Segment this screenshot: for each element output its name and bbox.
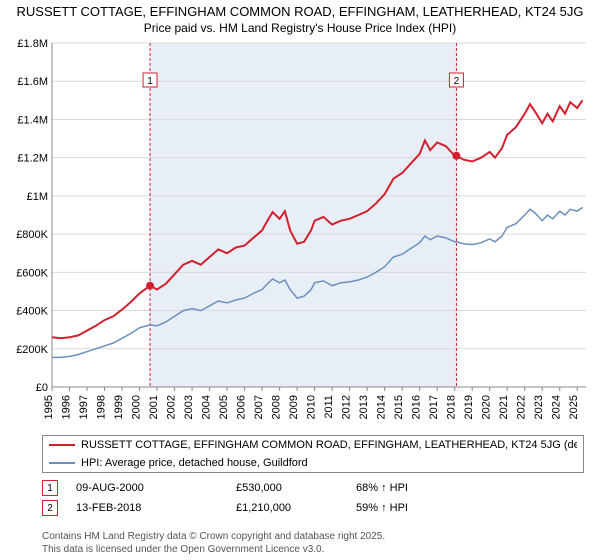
svg-text:1997: 1997 <box>78 395 90 419</box>
svg-text:£1.2M: £1.2M <box>17 153 48 165</box>
svg-text:£1.6M: £1.6M <box>17 76 48 88</box>
svg-text:2018: 2018 <box>446 395 458 419</box>
marker-price: £530,000 <box>236 482 356 494</box>
svg-text:2013: 2013 <box>358 395 370 419</box>
chart-title: RUSSETT COTTAGE, EFFINGHAM COMMON ROAD, … <box>0 0 600 21</box>
svg-text:2011: 2011 <box>323 395 335 419</box>
svg-text:2005: 2005 <box>218 395 230 419</box>
svg-text:2022: 2022 <box>516 395 528 419</box>
svg-text:£800K: £800K <box>16 229 48 241</box>
svg-text:2004: 2004 <box>201 395 213 419</box>
marker-date: 09-AUG-2000 <box>76 482 236 494</box>
svg-text:2014: 2014 <box>376 395 388 419</box>
svg-text:1: 1 <box>147 76 153 87</box>
chart-plot-area: £0 £200K £400K £600K £800K £1M £1.2M £1.4M £1.6M… <box>10 37 590 427</box>
marker-legend-row: 1 09-AUG-2000£530,00068% ↑ HPI <box>42 478 582 498</box>
svg-text:2007: 2007 <box>253 395 265 419</box>
attribution-line-1: Contains HM Land Registry data © Crown c… <box>42 530 385 543</box>
legend-item: RUSSETT COTTAGE, EFFINGHAM COMMON ROAD, … <box>43 436 583 454</box>
marker-pct: 68% ↑ HPI <box>356 482 476 494</box>
legend-label: RUSSETT COTTAGE, EFFINGHAM COMMON ROAD, … <box>81 439 577 451</box>
svg-text:2025: 2025 <box>568 395 580 419</box>
legend-swatch <box>49 444 75 446</box>
svg-text:2000: 2000 <box>131 395 143 419</box>
svg-text:1999: 1999 <box>113 395 125 419</box>
marker-legend: 1 09-AUG-2000£530,00068% ↑ HPI 2 13-FEB-201… <box>42 478 582 518</box>
svg-text:£1M: £1M <box>27 191 48 203</box>
svg-text:2021: 2021 <box>498 395 510 419</box>
svg-text:£0: £0 <box>36 382 48 394</box>
svg-text:2012: 2012 <box>341 395 353 419</box>
svg-text:2003: 2003 <box>183 395 195 419</box>
svg-text:2023: 2023 <box>533 395 545 419</box>
svg-text:2015: 2015 <box>393 395 405 419</box>
svg-text:£400K: £400K <box>16 305 48 317</box>
svg-text:2009: 2009 <box>288 395 300 419</box>
svg-text:2006: 2006 <box>236 395 248 419</box>
marker-date: 13-FEB-2018 <box>76 502 236 514</box>
attribution-text: Contains HM Land Registry data © Crown c… <box>42 530 385 556</box>
svg-text:£1.4M: £1.4M <box>17 114 48 126</box>
svg-text:2016: 2016 <box>411 395 423 419</box>
svg-text:£600K: £600K <box>16 267 48 279</box>
svg-text:1995: 1995 <box>43 395 55 419</box>
marker-price: £1,210,000 <box>236 502 356 514</box>
marker-badge: 1 <box>42 480 58 496</box>
chart-subtitle: Price paid vs. HM Land Registry's House … <box>0 21 600 37</box>
svg-text:2020: 2020 <box>481 395 493 419</box>
svg-text:2024: 2024 <box>551 395 563 419</box>
svg-text:1998: 1998 <box>96 395 108 419</box>
svg-text:1996: 1996 <box>61 395 73 419</box>
legend-swatch <box>49 462 75 464</box>
attribution-line-2: This data is licensed under the Open Gov… <box>42 543 385 556</box>
svg-text:£1.8M: £1.8M <box>17 38 48 50</box>
marker-legend-row: 2 13-FEB-2018£1,210,00059% ↑ HPI <box>42 498 582 518</box>
svg-text:2008: 2008 <box>271 395 283 419</box>
svg-text:£200K: £200K <box>16 344 48 356</box>
marker-badge: 2 <box>42 500 58 516</box>
marker-pct: 59% ↑ HPI <box>356 502 476 514</box>
chart-container: RUSSETT COTTAGE, EFFINGHAM COMMON ROAD, … <box>0 0 600 560</box>
legend-box: RUSSETT COTTAGE, EFFINGHAM COMMON ROAD, … <box>42 435 584 473</box>
svg-text:2017: 2017 <box>428 395 440 419</box>
svg-text:2019: 2019 <box>463 395 475 419</box>
svg-text:2: 2 <box>454 76 460 87</box>
legend-item: HPI: Average price, detached house, Guil… <box>43 454 583 472</box>
svg-text:2001: 2001 <box>148 395 160 419</box>
line-chart-svg: £0 £200K £400K £600K £800K £1M £1.2M £1.4M £1.6M… <box>10 37 590 427</box>
svg-text:2010: 2010 <box>306 395 318 419</box>
legend-label: HPI: Average price, detached house, Guil… <box>81 457 308 469</box>
svg-text:2002: 2002 <box>166 395 178 419</box>
